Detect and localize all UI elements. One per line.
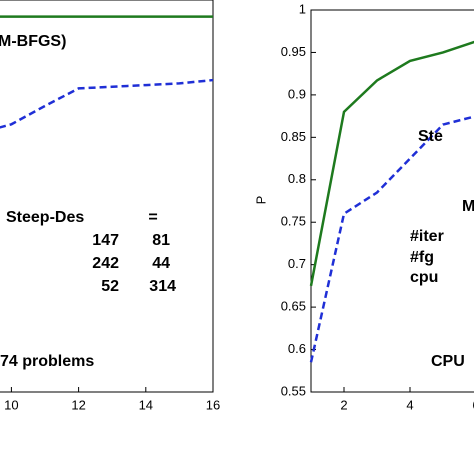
- x-tick-label: 2: [340, 397, 347, 412]
- x-tick-label: 16: [206, 397, 220, 412]
- series-line: [309, 115, 474, 363]
- series-line: [309, 40, 474, 287]
- annotation: M: [462, 198, 474, 215]
- y-tick-label: 0.7: [288, 256, 306, 271]
- annotation: 74 problems: [0, 353, 94, 370]
- annotation: =: [148, 209, 157, 226]
- annotation: 44: [152, 255, 170, 272]
- series-line: [0, 78, 214, 129]
- annotation: 52: [101, 278, 119, 295]
- annotation: Ste: [418, 128, 443, 145]
- x-tick-label: 4: [406, 397, 413, 412]
- y-tick-label: 1: [299, 1, 306, 16]
- y-tick-label: 0.85: [281, 129, 306, 144]
- axes-box: [0, 0, 214, 393]
- annotation: 314: [149, 278, 176, 295]
- y-tick-label: 0.65: [281, 299, 306, 314]
- annotation: 147: [92, 232, 119, 249]
- annotation: M-BFGS): [0, 33, 66, 50]
- annotation: #fg: [410, 249, 434, 266]
- annotation: Steep-Des: [6, 209, 84, 226]
- x-tick-label: 12: [71, 397, 85, 412]
- x-tick-label: 10: [4, 397, 18, 412]
- x-tick-label: 14: [139, 397, 153, 412]
- y-tick-label: 0.95: [281, 44, 306, 59]
- annotation: CPU: [431, 353, 465, 370]
- annotation: #iter: [410, 228, 444, 245]
- annotation: cpu: [410, 269, 438, 286]
- y-axis-label: P: [253, 196, 268, 205]
- y-tick-label: 0.6: [288, 341, 306, 356]
- annotation: 242: [92, 255, 119, 272]
- x-tick-label: 6: [472, 397, 474, 412]
- y-tick-label: 0.9: [288, 86, 306, 101]
- y-tick-label: 0.55: [281, 383, 306, 398]
- annotation: 81: [152, 232, 170, 249]
- y-tick-label: 0.75: [281, 214, 306, 229]
- axes-box: [310, 9, 474, 393]
- y-tick-label: 0.8: [288, 171, 306, 186]
